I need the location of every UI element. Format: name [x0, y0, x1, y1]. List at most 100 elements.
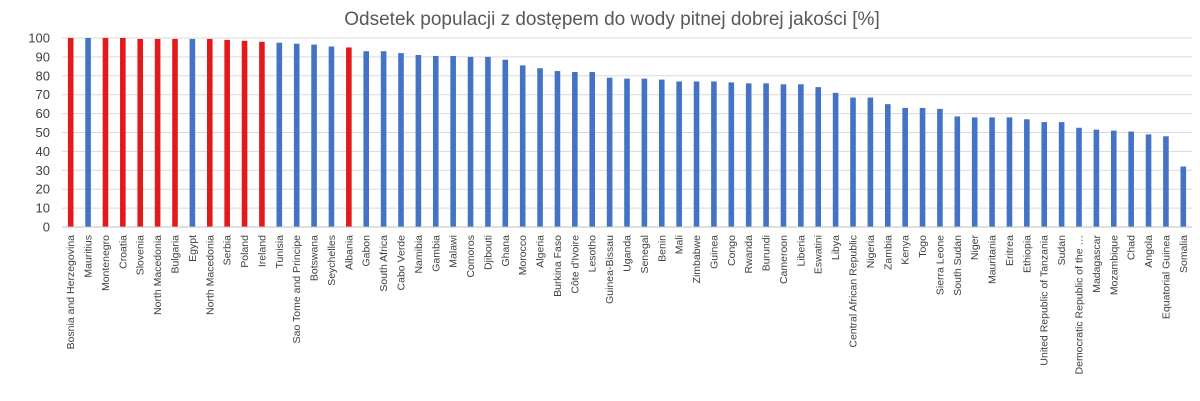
- x-tick-label: Central African Republic: [848, 235, 860, 348]
- x-tick-label: Mozambique: [1108, 235, 1120, 295]
- bar: [189, 38, 196, 227]
- x-tick-label: Equatorial Guinea: [1160, 235, 1172, 319]
- bar: [867, 97, 874, 227]
- bar: [172, 38, 178, 227]
- x-tick-label: Ghana: [500, 235, 512, 267]
- bar: [502, 59, 509, 227]
- bar: [224, 39, 230, 227]
- bar: [572, 72, 578, 228]
- x-tick-label: Cabo Verde: [396, 235, 408, 291]
- bar: [1058, 122, 1065, 227]
- bar: [658, 79, 665, 227]
- x-tick-label: Togo: [917, 235, 929, 258]
- x-tick-label: North Macedonia: [152, 235, 164, 315]
- x-tick-label: Madagascar: [1091, 234, 1103, 292]
- bar: [711, 81, 717, 227]
- x-tick-label: Djibouti: [482, 235, 494, 270]
- x-tick-label: Sierra Leone: [934, 235, 946, 295]
- x-tick-label: South Africa: [378, 235, 390, 292]
- x-tick-label: Nigeria: [865, 235, 877, 268]
- x-tick-label: Rwanda: [743, 235, 755, 274]
- x-tick-label: Bulgaria: [170, 235, 182, 274]
- x-tick-label: Eritrea: [1004, 235, 1016, 266]
- x-tick-label: Croatia: [117, 235, 129, 269]
- y-tick-label: 90: [36, 49, 50, 64]
- y-tick-label: 60: [36, 106, 50, 121]
- y-tick-label: 30: [36, 163, 50, 178]
- y-tick-label: 20: [36, 182, 50, 197]
- x-tick-label: Montenegro: [100, 235, 112, 291]
- x-tick-label: Egypt: [187, 235, 199, 262]
- bar: [1110, 130, 1117, 227]
- bar: [1041, 122, 1048, 227]
- x-tick-label: Kenya: [900, 235, 912, 265]
- x-tick-label: Sao Tome and Principe: [291, 235, 303, 344]
- x-tick-label: Mali: [674, 235, 686, 254]
- bar: [276, 42, 283, 227]
- x-tick-label: South Sudan: [952, 235, 964, 296]
- bar: [415, 55, 422, 228]
- x-tick-label: Ethiopia: [1021, 235, 1033, 273]
- bar: [989, 117, 995, 227]
- bar: [398, 53, 404, 228]
- x-tick-label: Liberia: [795, 235, 807, 267]
- chart-title: Odsetek populacji z dostępem do wody pit…: [344, 9, 879, 30]
- bar: [850, 97, 856, 227]
- bars: [67, 38, 1187, 228]
- x-tick-label: Angola: [1143, 235, 1155, 268]
- x-tick-label: Chad: [1126, 235, 1138, 260]
- bar: [1145, 134, 1152, 227]
- x-tick-label: Sudan: [1056, 235, 1068, 266]
- bar: [676, 81, 682, 227]
- bar: [363, 51, 370, 228]
- x-tick-label: Serbia: [222, 235, 234, 266]
- x-tick-label: Democratic Republic of the …: [1074, 235, 1086, 374]
- bar: [728, 82, 735, 227]
- x-tick-label: Slovenia: [135, 235, 147, 275]
- bar: [432, 55, 439, 227]
- bar: [537, 68, 543, 228]
- bar: [1024, 119, 1030, 227]
- bar: [67, 38, 74, 227]
- bar: [798, 84, 804, 228]
- x-tick-label: Poland: [239, 235, 251, 268]
- x-tick-label: Gambia: [430, 235, 442, 272]
- x-tick-label: Cameroon: [778, 235, 790, 284]
- x-tick-label: Albania: [343, 235, 355, 270]
- y-tick-label: 70: [36, 87, 50, 102]
- bar: [137, 38, 144, 227]
- bar: [1093, 129, 1100, 227]
- bar: [120, 38, 126, 227]
- x-tick-label: Zambia: [882, 235, 894, 270]
- bar: [450, 55, 456, 227]
- x-tick-label: Burkina Faso: [552, 235, 564, 297]
- x-tick-label: Burundi: [761, 235, 773, 271]
- y-tick-label: 80: [36, 68, 50, 83]
- bar: [328, 46, 335, 227]
- bar: [745, 83, 752, 227]
- x-tick-label: North Macedonia: [204, 235, 216, 315]
- x-tick-label: Mauritania: [987, 235, 999, 284]
- y-tick-label: 50: [36, 125, 50, 140]
- bar: [641, 78, 648, 227]
- x-tick-label: Namibia: [413, 235, 425, 274]
- bar: [693, 81, 700, 227]
- x-tick-label: Mauritius: [83, 235, 95, 278]
- x-tick-label: Benin: [656, 235, 668, 262]
- x-axis-ticks: Bosnia and Herzegovina Mauritius Montenegr…: [65, 234, 1190, 374]
- x-tick-label: Eswatini: [813, 235, 825, 274]
- x-tick-label: Senegal: [639, 235, 651, 274]
- x-tick-label: Zimbabwe: [691, 235, 703, 284]
- bar: [606, 77, 613, 227]
- y-tick-label: 100: [28, 31, 50, 46]
- x-tick-label: United Republic of Tanzania: [1039, 235, 1051, 366]
- bar: [485, 56, 491, 228]
- bar: [519, 65, 526, 227]
- x-tick-label: Ireland: [256, 235, 268, 267]
- bar: [311, 44, 317, 227]
- x-tick-label: Libya: [830, 235, 842, 260]
- y-tick-label: 40: [36, 144, 50, 159]
- bar: [1006, 117, 1013, 227]
- bar: [884, 104, 891, 227]
